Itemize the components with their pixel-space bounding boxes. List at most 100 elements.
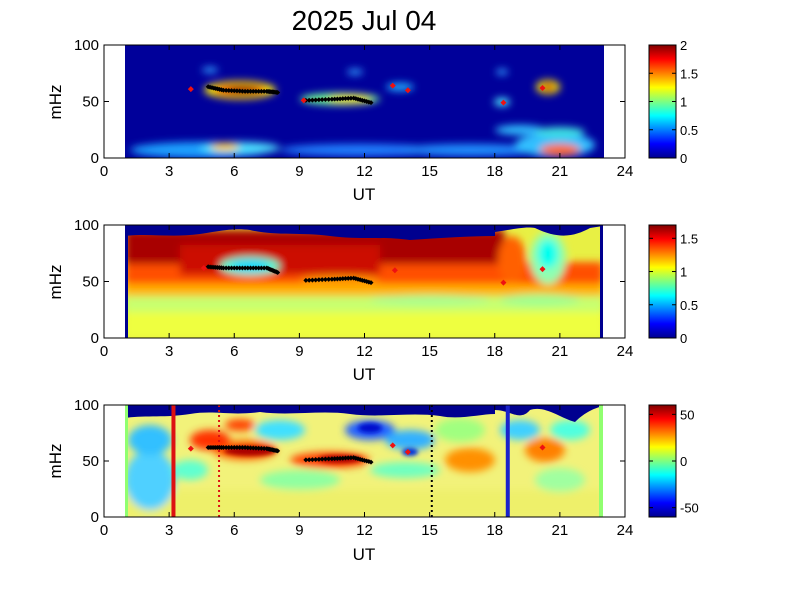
event-marker — [391, 267, 398, 274]
panel-3-vlines — [171, 405, 510, 517]
ridge-point — [343, 455, 349, 461]
x-tick-label: 0 — [100, 343, 108, 360]
ridge-point — [343, 96, 349, 102]
ridge-point — [229, 88, 235, 94]
ridge-point — [250, 445, 256, 451]
colorbar-tick-label: 1 — [680, 265, 687, 280]
event-marker — [404, 449, 411, 456]
x-tick-label: 15 — [421, 343, 438, 360]
panel-1-xlabel: UT — [353, 185, 376, 204]
event-marker — [539, 84, 546, 91]
event-marker — [187, 86, 194, 93]
ridge-point — [248, 445, 254, 451]
event-marker — [389, 82, 396, 89]
ridge-point — [226, 265, 232, 271]
ridge-point — [258, 88, 264, 94]
ridge-point — [231, 445, 237, 451]
ridge-point — [322, 277, 328, 283]
panel-2-markers — [200, 264, 546, 286]
ridge-point — [309, 97, 315, 103]
ridge-point — [223, 265, 229, 271]
ridge-point — [237, 88, 243, 94]
x-tick-label: 18 — [486, 522, 503, 539]
event-marker — [500, 99, 507, 106]
x-tick-label: 21 — [552, 522, 569, 539]
ridge-point — [306, 277, 312, 283]
x-tick-label: 6 — [230, 163, 238, 180]
ridge-point — [234, 445, 240, 451]
x-tick-label: 0 — [100, 522, 108, 539]
colorbar-scale — [648, 224, 677, 339]
y-tick-label: 0 — [91, 330, 99, 347]
event-marker — [389, 442, 396, 449]
x-tick-label: 12 — [356, 163, 373, 180]
ridge-point — [316, 97, 322, 103]
ridge-point — [309, 277, 315, 283]
x-tick-label: 21 — [552, 163, 569, 180]
ridge-point — [343, 276, 349, 282]
y-tick-label: 0 — [91, 150, 99, 167]
x-tick-label: 3 — [165, 522, 173, 539]
ridge-point — [234, 88, 240, 94]
panel-1-axes: 0 3 6 9 12 15 18 21 24 0 50 100 — [74, 37, 633, 180]
ridge-point — [303, 277, 309, 283]
ridge-point — [245, 265, 251, 271]
ridge-point — [226, 87, 232, 93]
ridge-point — [332, 456, 338, 462]
ridge-point — [261, 446, 267, 452]
ridge-point — [231, 88, 237, 94]
ridge-point — [345, 95, 351, 101]
x-tick-label: 9 — [295, 343, 303, 360]
ridge-point — [231, 265, 237, 271]
x-tick-label: 24 — [617, 343, 634, 360]
event-marker — [539, 266, 546, 273]
ridge-point — [253, 265, 259, 271]
x-tick-label: 9 — [295, 522, 303, 539]
panel-2-xlabel: UT — [353, 365, 376, 384]
ridge-point — [239, 88, 245, 94]
ridge-point — [326, 96, 332, 102]
ridge-point — [242, 265, 248, 271]
ridge-point — [316, 277, 322, 283]
panel-1-markers — [187, 82, 546, 106]
ridge-point — [326, 456, 332, 462]
x-tick-label: 24 — [617, 522, 634, 539]
ridge-point — [345, 275, 351, 281]
ridge-point — [226, 445, 232, 451]
ridge-point — [319, 456, 325, 462]
x-tick-label: 6 — [230, 522, 238, 539]
colorbar-tick-label: 0 — [680, 454, 687, 469]
colorbar-tick-label: 1.5 — [680, 66, 698, 81]
y-tick-label: 100 — [74, 217, 99, 234]
panel-1-ridges — [205, 84, 374, 106]
ridge-point — [256, 88, 262, 94]
ridge-point — [337, 455, 343, 461]
panel-3-heatmap — [125, 405, 603, 517]
ridge-point — [303, 457, 309, 463]
y-tick-label: 100 — [74, 37, 99, 54]
x-tick-label: 24 — [617, 163, 634, 180]
ridge-point — [245, 88, 251, 94]
x-tick-label: 6 — [230, 343, 238, 360]
event-marker — [500, 279, 507, 286]
panel-3-ridges — [205, 445, 374, 465]
x-tick-label: 12 — [356, 522, 373, 539]
y-tick-label: 50 — [82, 274, 99, 291]
panel-3-xlabel: UT — [353, 545, 376, 564]
ridge-point — [223, 87, 229, 93]
ridge-point — [332, 276, 338, 282]
x-tick-label: 12 — [356, 343, 373, 360]
ridge-point — [348, 95, 354, 101]
ridge-point — [250, 88, 256, 94]
ridge-point — [326, 276, 332, 282]
ridge-point — [329, 276, 335, 282]
ridge-point — [261, 88, 267, 94]
panel-1: 0 3 6 9 12 15 18 21 24 0 50 100 UT mHz 0 0.5 1 1.5 2 — [46, 37, 698, 204]
ridge-point — [220, 445, 226, 451]
ridge-point — [261, 265, 267, 271]
ridge-point — [329, 456, 335, 462]
ridge-point — [340, 276, 346, 282]
ridge-point — [220, 265, 226, 271]
ridge-point — [306, 457, 312, 463]
